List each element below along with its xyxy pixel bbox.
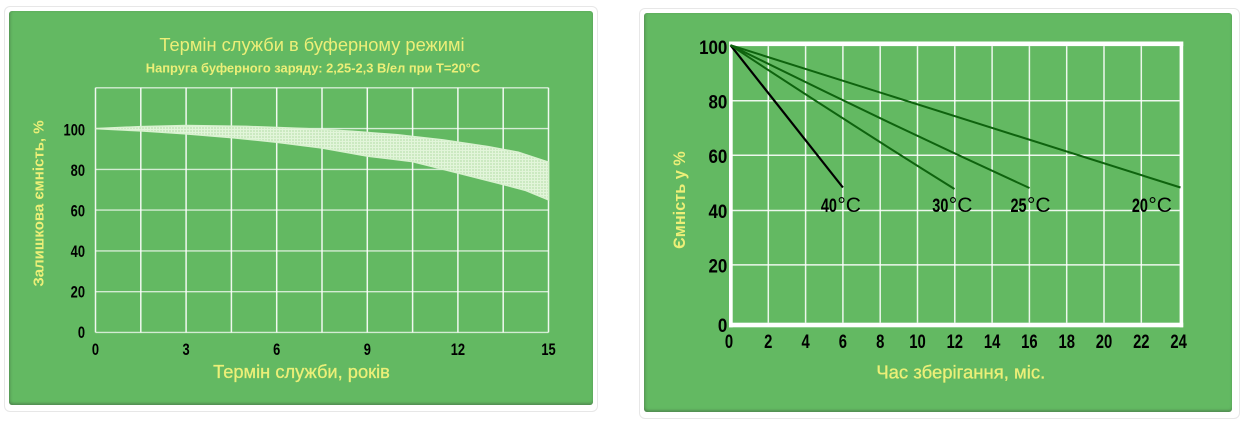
svg-text:°C: °C <box>949 194 973 217</box>
svg-text:0: 0 <box>718 315 727 336</box>
svg-text:12: 12 <box>451 342 465 360</box>
svg-text:Термін служби, років: Термін служби, років <box>213 361 390 382</box>
svg-text:16: 16 <box>1021 331 1037 352</box>
svg-text:2: 2 <box>764 331 772 352</box>
svg-text:14: 14 <box>984 331 1001 352</box>
svg-text:60: 60 <box>71 203 85 221</box>
svg-text:22: 22 <box>1133 331 1149 352</box>
svg-text:0: 0 <box>725 331 733 352</box>
svg-text:Напруга буферного заряду: 2,25: Напруга буферного заряду: 2,25-2,3 В/ел … <box>146 61 480 76</box>
svg-text:3: 3 <box>183 342 190 360</box>
svg-text:10: 10 <box>909 331 925 352</box>
svg-text:100: 100 <box>699 37 727 58</box>
svg-text:4: 4 <box>801 331 810 352</box>
svg-text:°C: °C <box>837 194 861 217</box>
svg-text:40: 40 <box>71 244 85 262</box>
svg-text:6: 6 <box>273 342 280 360</box>
svg-text:20: 20 <box>708 256 727 277</box>
svg-text:20: 20 <box>1096 331 1112 352</box>
svg-text:30: 30 <box>932 195 948 216</box>
svg-text:40: 40 <box>708 201 727 222</box>
svg-text:Термін служби в буферному режи: Термін служби в буферному режимі <box>159 34 464 55</box>
svg-text:Залишкова ємність, %: Залишкова ємність, % <box>31 120 48 286</box>
svg-text:6: 6 <box>839 331 847 352</box>
svg-text:0: 0 <box>78 325 85 343</box>
svg-text:40: 40 <box>821 195 837 216</box>
svg-text:12: 12 <box>947 331 963 352</box>
svg-text:°C: °C <box>1148 194 1172 217</box>
svg-text:60: 60 <box>708 146 727 167</box>
svg-text:80: 80 <box>71 163 85 181</box>
svg-text:0: 0 <box>92 342 99 360</box>
svg-text:20: 20 <box>1132 195 1148 216</box>
svg-text:9: 9 <box>364 342 371 360</box>
svg-text:100: 100 <box>64 122 85 140</box>
svg-text:25: 25 <box>1011 195 1027 216</box>
svg-text:8: 8 <box>876 331 884 352</box>
svg-text:80: 80 <box>708 92 727 113</box>
svg-text:Час зберігання, міс.: Час зберігання, міс. <box>876 362 1045 383</box>
svg-text:°C: °C <box>1027 194 1051 217</box>
svg-text:20: 20 <box>71 284 85 302</box>
svg-text:15: 15 <box>541 342 555 360</box>
svg-text:Ємність у %: Ємність у % <box>671 151 689 249</box>
svg-text:18: 18 <box>1058 331 1074 352</box>
svg-text:24: 24 <box>1170 331 1187 352</box>
